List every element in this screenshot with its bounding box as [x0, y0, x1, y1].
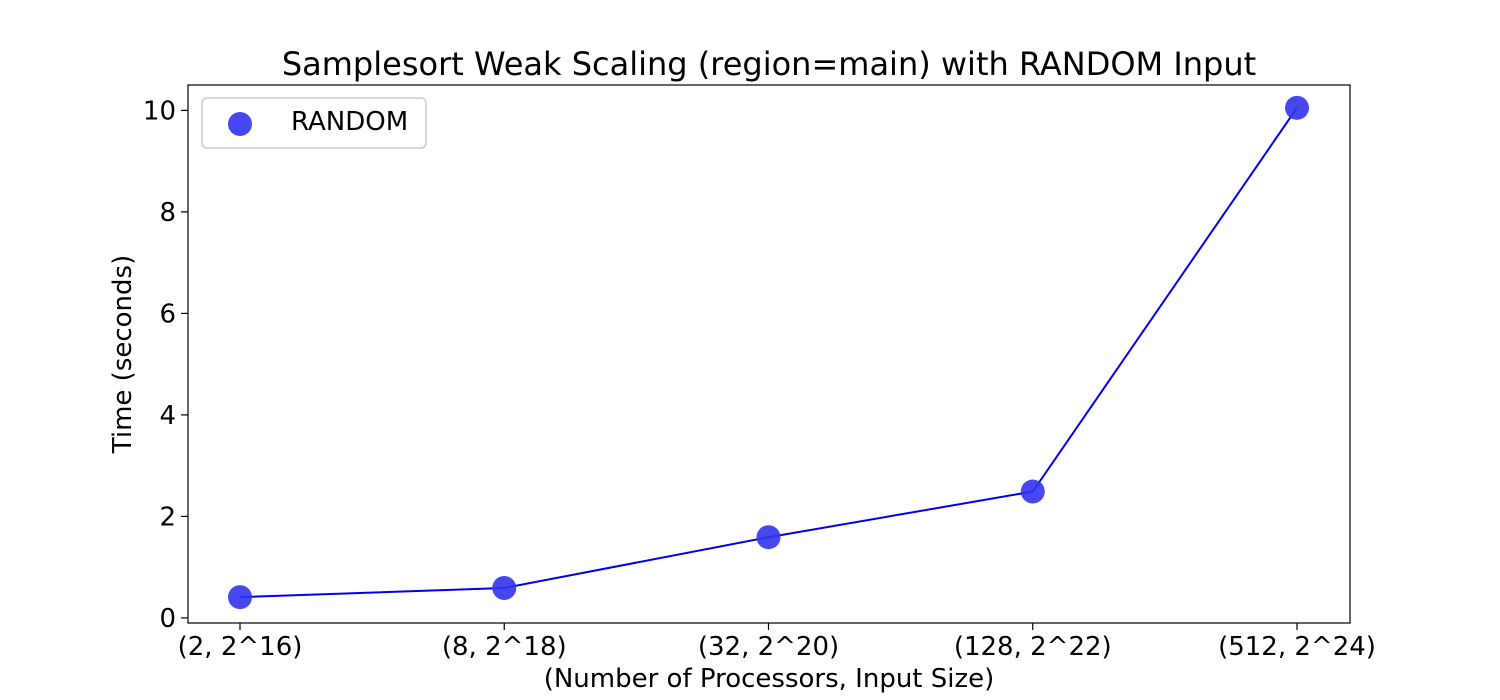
data-point	[228, 585, 252, 610]
data-point	[492, 575, 517, 600]
legend-label: RANDOM	[291, 107, 408, 137]
legend-box	[201, 97, 427, 149]
chart-title: Samplesort Weak Scaling (region=main) wi…	[282, 45, 1256, 83]
legend-marker	[228, 112, 252, 136]
x-axis: (2, 2^16) (8, 2^18) (32, 2^20) (128, 2^22) (…	[178, 623, 1376, 662]
legend: RANDOM	[201, 97, 427, 149]
series-layer	[228, 95, 1309, 610]
y-tick-label: 6	[159, 299, 176, 329]
y-axis: 0 2 4 6 8 10	[143, 96, 188, 634]
x-tick-label: (8, 2^18)	[442, 632, 567, 662]
y-tick-label: 0	[159, 604, 176, 634]
x-tick-label: (512, 2^24)	[1218, 632, 1376, 662]
y-tick-label: 4	[159, 401, 176, 431]
y-tick-label: 2	[159, 502, 176, 532]
x-axis-label: (Number of Processors, Input Size)	[544, 664, 995, 694]
y-tick-label: 8	[159, 198, 176, 228]
data-point	[1020, 479, 1045, 504]
x-tick-label: (128, 2^22)	[954, 632, 1112, 662]
x-tick-label: (2, 2^16)	[178, 632, 303, 662]
x-tick-label: (32, 2^20)	[698, 632, 839, 662]
y-tick-label: 10	[143, 96, 176, 126]
data-point	[756, 525, 781, 550]
y-axis-label: Time (seconds)	[108, 255, 138, 454]
data-point	[1285, 95, 1309, 120]
